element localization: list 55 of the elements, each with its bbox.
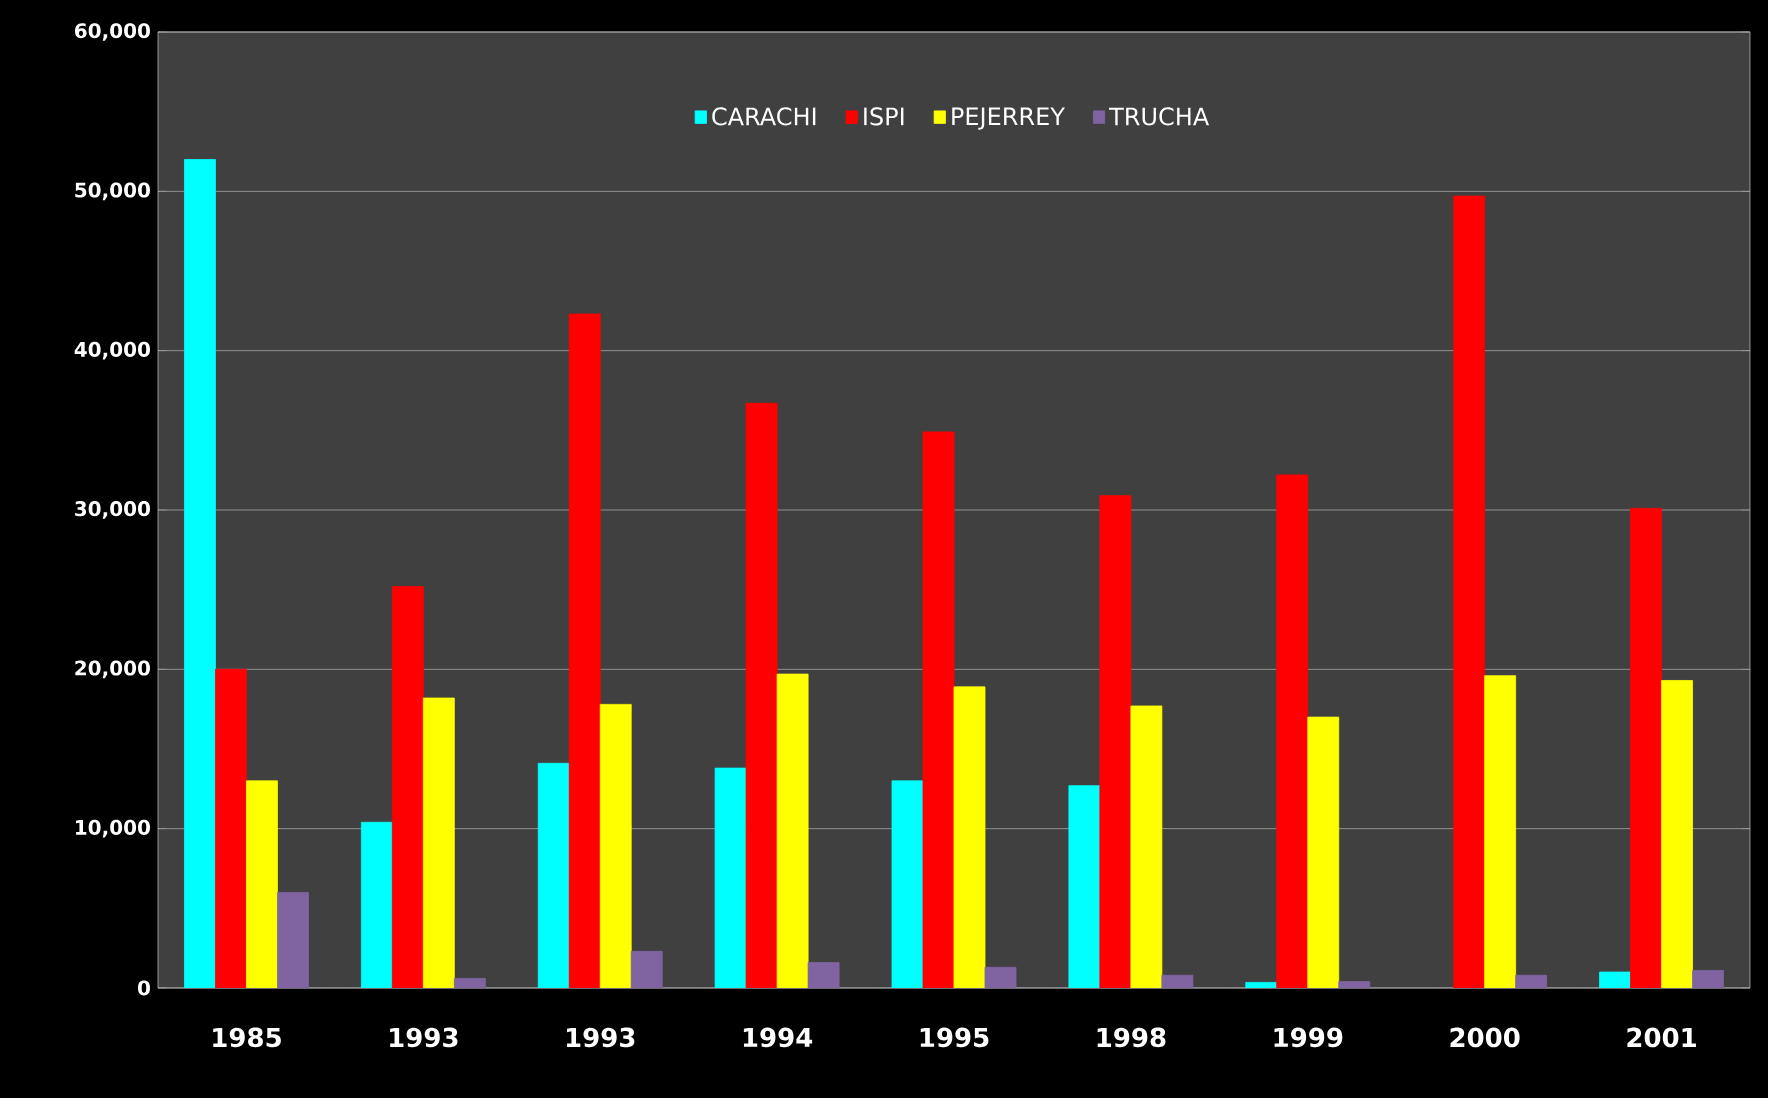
x-tick-label: 1993 — [390, 1027, 458, 1048]
y-tick-label: 60,000 — [75, 23, 150, 41]
y-tick-label: 20,000 — [75, 660, 150, 679]
bar — [745, 402, 778, 988]
x-tick-label: 1999 — [1274, 1027, 1343, 1048]
x-tick-label: 1998 — [1097, 1027, 1166, 1048]
bar — [953, 686, 986, 988]
bar — [246, 780, 278, 988]
bar — [184, 159, 216, 988]
bar — [714, 767, 747, 988]
x-tick-label: 2000 — [1450, 1027, 1520, 1048]
x-tick-label: 1994 — [743, 1027, 813, 1048]
bar — [1453, 195, 1486, 988]
bar — [1099, 495, 1132, 988]
bar — [1599, 971, 1631, 988]
legend-label: ISPI — [864, 107, 904, 126]
bar — [599, 703, 632, 988]
y-tick-label: 0 — [138, 980, 150, 996]
bar — [568, 313, 601, 988]
legend-label: PEJERREY — [952, 107, 1066, 130]
bar — [922, 431, 955, 988]
x-tick-label: 1995 — [920, 1027, 989, 1048]
bar — [1692, 970, 1724, 988]
y-tick-label: 40,000 — [74, 341, 150, 360]
bar — [277, 891, 309, 988]
y-tick-label: 50,000 — [75, 182, 150, 201]
bar — [984, 966, 1017, 988]
bar — [1068, 785, 1101, 988]
y-tick-label: 10,000 — [76, 819, 150, 838]
legend-label: TRUCHA — [1109, 107, 1210, 126]
x-tick-label: 2001 — [1627, 1027, 1696, 1048]
bar — [1661, 680, 1693, 988]
bar — [1276, 474, 1309, 988]
bar — [537, 762, 570, 988]
bar — [1515, 974, 1548, 988]
bar — [422, 697, 455, 988]
bar — [453, 978, 486, 988]
bar — [776, 673, 809, 988]
bar — [215, 668, 247, 988]
bar — [891, 780, 924, 988]
x-tick-label: 1993 — [566, 1027, 635, 1048]
x-tick-label: 1985 — [213, 1027, 281, 1048]
legend-label: CARACHI — [712, 107, 816, 126]
bar — [1130, 705, 1163, 988]
bar — [1161, 974, 1194, 988]
bar — [630, 950, 663, 988]
y-tick-label: 30,000 — [75, 501, 150, 519]
bar — [1630, 508, 1662, 988]
bar — [360, 821, 393, 988]
bar — [1484, 675, 1517, 988]
bar — [1307, 716, 1340, 988]
bar — [1338, 981, 1371, 988]
bar — [807, 962, 840, 988]
bar — [391, 586, 424, 988]
bar — [1245, 982, 1278, 988]
